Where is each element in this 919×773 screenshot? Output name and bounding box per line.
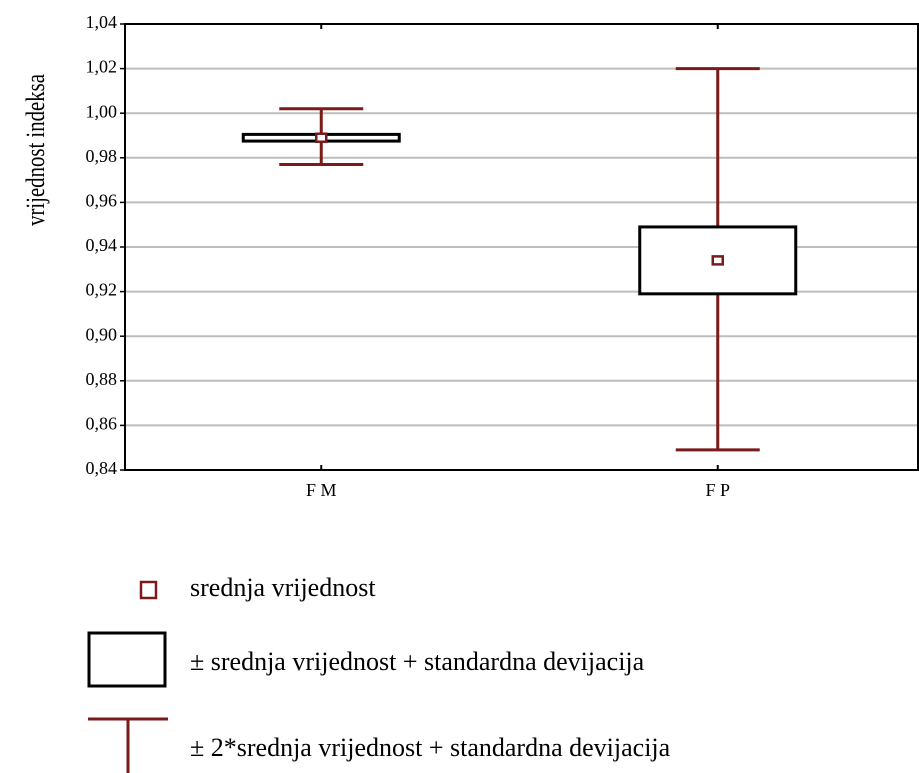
legend-box-symbol bbox=[87, 631, 167, 688]
y-tick-label: 0,88 bbox=[86, 369, 118, 389]
y-tick-label: 0,84 bbox=[86, 458, 118, 478]
x-tick-label: F M bbox=[306, 480, 337, 500]
y-tick-label: 0,94 bbox=[86, 235, 118, 255]
mean-marker bbox=[315, 132, 328, 143]
legend-mean-symbol bbox=[139, 580, 158, 600]
y-tick-label: 0,92 bbox=[86, 280, 118, 300]
y-tick-label: 0,90 bbox=[86, 324, 118, 344]
y-tick-label: 0,96 bbox=[86, 191, 118, 211]
y-tick-label: 1,00 bbox=[86, 101, 118, 121]
y-axis-label: vrijednost indeksa bbox=[22, 74, 51, 226]
y-tick-label: 1,02 bbox=[86, 57, 118, 77]
legend-label: ± 2*srednja vrijednost + standardna devi… bbox=[190, 733, 671, 762]
x-tick-label: F P bbox=[705, 480, 730, 500]
y-tick-label: 0,98 bbox=[86, 146, 118, 166]
y-tick-label: 0,86 bbox=[86, 414, 118, 434]
legend-label: srednja vrijednost bbox=[190, 573, 376, 602]
legend-label: ± srednja vrijednost + standardna devija… bbox=[190, 647, 645, 676]
plot-frame bbox=[124, 23, 919, 471]
mean-marker bbox=[711, 255, 724, 266]
y-tick-label: 1,04 bbox=[86, 12, 118, 32]
